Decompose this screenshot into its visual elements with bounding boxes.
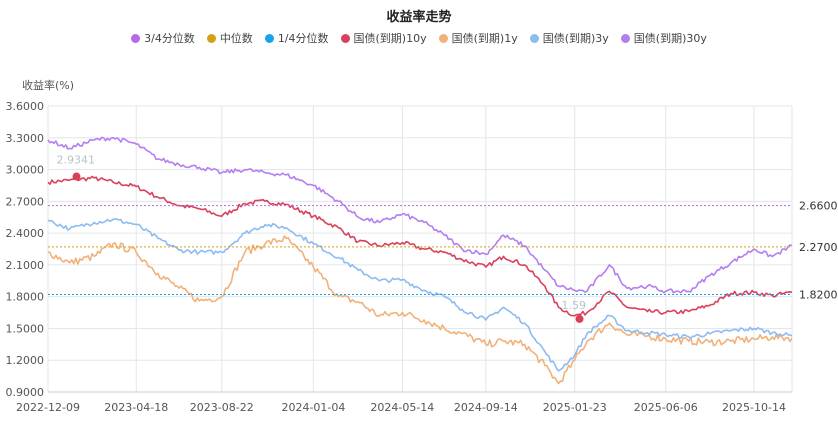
legend-label: 1/4分位数: [277, 32, 329, 45]
legend-label: 国债(到期)30y: [633, 32, 707, 45]
legend-label: 国债(到期)1y: [451, 32, 518, 45]
y-tick-label: 3.3000: [6, 132, 45, 145]
series-line: [47, 136, 793, 294]
legend-item[interactable]: 国债(到期)1y: [438, 30, 518, 46]
y-axis-label: 收益率(%): [22, 78, 74, 92]
legend-item[interactable]: 1/4分位数: [264, 30, 329, 46]
legend-item[interactable]: 3/4分位数: [131, 30, 195, 46]
legend-label: 国债(到期)10y: [353, 32, 427, 45]
legend-label: 国债(到期)3y: [542, 32, 609, 45]
y-tick-label: 1.8000: [6, 291, 45, 304]
x-tick-label: 2023-04-18: [104, 401, 168, 414]
legend-dot-icon: [529, 33, 539, 43]
marker-label: 1.59: [562, 299, 587, 312]
legend-dot-icon: [206, 33, 216, 43]
y-tick-label: 3.0000: [6, 164, 45, 177]
legend: 3/4分位数 中位数 1/4分位数 国债(到期)10y 国债(到期)1y 国债(到期)3y…: [0, 30, 838, 46]
y-tick-label: 1.5000: [6, 322, 45, 335]
x-tick-label: 2023-08-22: [190, 401, 254, 414]
x-tick-label: 2024-01-04: [281, 401, 345, 414]
series-line: [47, 235, 793, 385]
marker-label: 2.9341: [57, 154, 96, 167]
data-marker: [72, 172, 81, 181]
legend-label: 3/4分位数: [144, 32, 195, 45]
x-tick-label: 2024-09-14: [454, 401, 518, 414]
legend-item[interactable]: 国债(到期)3y: [529, 30, 609, 46]
y-tick-label: 0.9000: [6, 386, 45, 399]
reference-line-label: 2.6600: [799, 200, 838, 213]
legend-dot-icon: [340, 33, 350, 43]
y-tick-label: 2.4000: [6, 227, 45, 240]
legend-item[interactable]: 国债(到期)30y: [620, 30, 707, 46]
legend-dot-icon: [264, 33, 274, 43]
x-tick-label: 2024-05-14: [370, 401, 434, 414]
y-tick-label: 2.1000: [6, 259, 45, 272]
reference-line-label: 2.2700: [799, 241, 838, 254]
reference-line-label: 1.8200: [799, 289, 838, 302]
y-tick-label: 2.7000: [6, 195, 45, 208]
x-tick-label: 2022-12-09: [16, 401, 80, 414]
legend-item[interactable]: 中位数: [206, 30, 253, 46]
legend-dot-icon: [620, 33, 630, 43]
series-line: [47, 175, 793, 317]
series-line: [47, 218, 793, 372]
legend-item[interactable]: 国债(到期)10y: [340, 30, 427, 46]
legend-dot-icon: [438, 33, 448, 43]
x-tick-label: 2025-10-14: [722, 401, 786, 414]
y-tick-label: 3.6000: [6, 100, 45, 113]
x-tick-label: 2025-06-06: [634, 401, 698, 414]
legend-label: 中位数: [219, 32, 253, 45]
data-marker: [575, 314, 584, 323]
y-tick-label: 1.2000: [6, 354, 45, 367]
x-tick-label: 2025-01-23: [543, 401, 607, 414]
legend-dot-icon: [131, 33, 141, 43]
chart-title: 收益率走势: [386, 10, 452, 25]
